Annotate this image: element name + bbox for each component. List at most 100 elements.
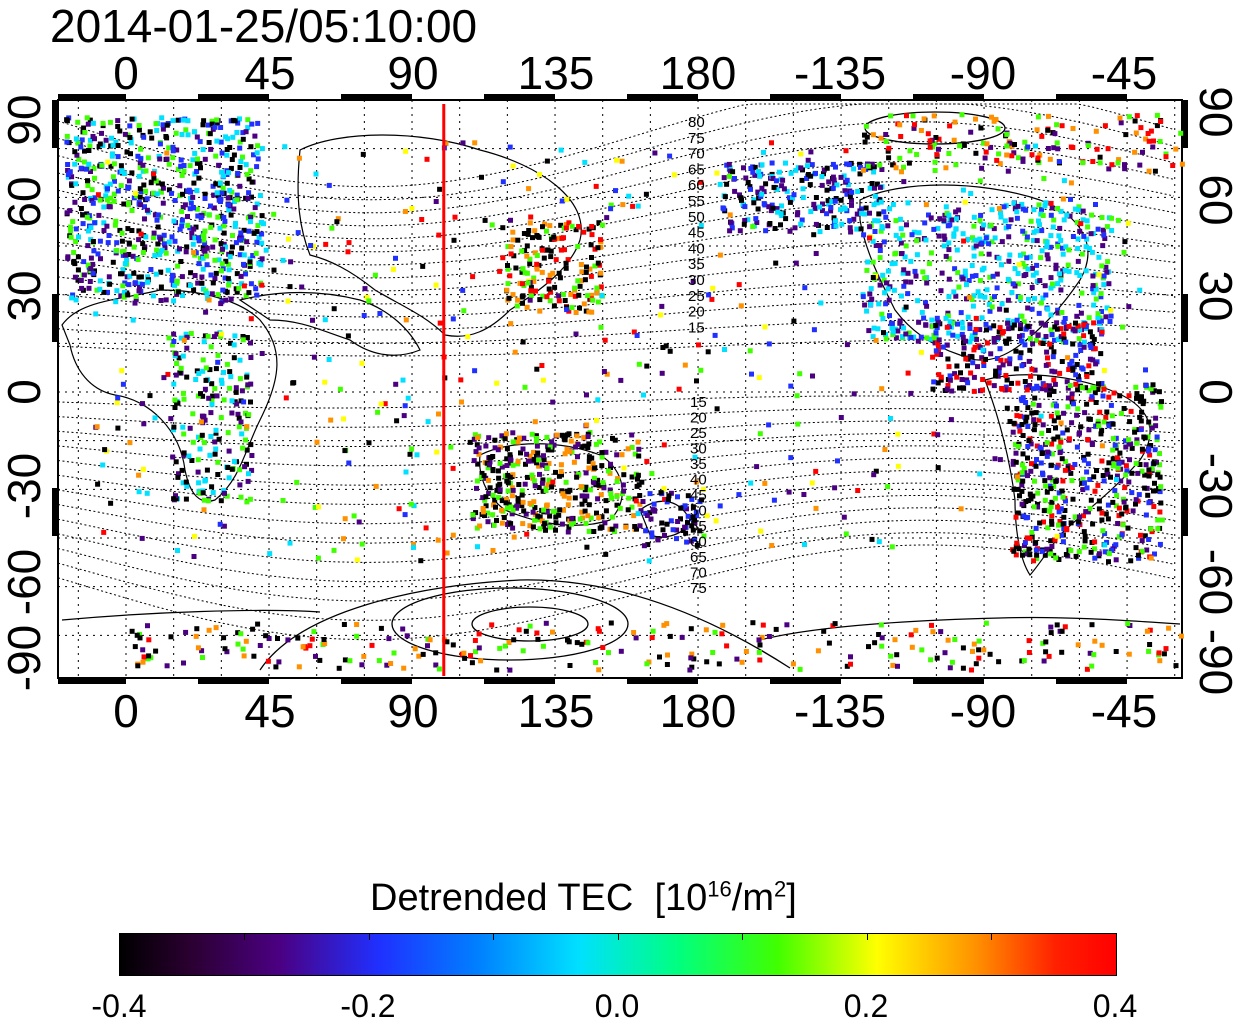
lon-tick-bottom: -45 bbox=[1090, 685, 1158, 737]
tec-point bbox=[504, 456, 510, 462]
tec-point bbox=[219, 190, 225, 196]
tec-point bbox=[1066, 436, 1072, 442]
tec-point bbox=[637, 523, 643, 529]
tec-point bbox=[1123, 438, 1128, 444]
tec-point bbox=[877, 255, 883, 261]
tec-point bbox=[90, 270, 96, 276]
tec-point bbox=[204, 467, 210, 473]
tec-point bbox=[1048, 630, 1054, 636]
tec-point bbox=[199, 432, 205, 438]
tec-point bbox=[753, 216, 759, 222]
tec-point bbox=[988, 144, 994, 150]
lon-tick-top: 180 bbox=[659, 47, 737, 99]
tec-point bbox=[1006, 258, 1012, 264]
tec-point bbox=[1021, 465, 1027, 471]
tec-point bbox=[593, 660, 599, 665]
tec-point bbox=[1137, 162, 1143, 168]
tec-point bbox=[554, 509, 560, 515]
tec-point bbox=[249, 453, 255, 458]
tec-point bbox=[309, 636, 315, 642]
tec-point bbox=[534, 460, 540, 466]
tec-point bbox=[234, 289, 240, 295]
tec-point bbox=[1072, 462, 1078, 467]
tec-point bbox=[181, 450, 187, 456]
tec-point bbox=[766, 634, 772, 639]
tec-point bbox=[510, 237, 516, 243]
tec-point bbox=[589, 232, 595, 238]
tec-point bbox=[145, 656, 151, 662]
tec-point bbox=[1099, 329, 1105, 335]
tec-point bbox=[377, 311, 383, 316]
tec-point bbox=[692, 536, 698, 542]
tec-point bbox=[1101, 368, 1107, 373]
tec-point bbox=[586, 441, 592, 447]
tec-point bbox=[821, 167, 827, 173]
tec-point bbox=[967, 322, 973, 328]
tec-point bbox=[1138, 125, 1144, 131]
tec-point bbox=[170, 148, 176, 154]
tec-point bbox=[824, 165, 830, 171]
tec-point bbox=[532, 228, 538, 234]
tec-point bbox=[1037, 222, 1042, 228]
tec-point bbox=[1134, 395, 1139, 401]
tec-point bbox=[1065, 465, 1071, 471]
tec-point bbox=[226, 282, 232, 288]
tec-point bbox=[1099, 215, 1105, 220]
tec-point bbox=[841, 514, 847, 520]
colorbar-title: Detrended TEC [1016/m2] bbox=[370, 876, 797, 920]
tec-point bbox=[1079, 365, 1085, 371]
tec-point bbox=[1051, 388, 1057, 394]
tec-point bbox=[886, 155, 892, 161]
tec-point bbox=[137, 186, 143, 192]
tec-point bbox=[874, 200, 880, 206]
tec-point bbox=[817, 204, 823, 210]
tec-point bbox=[1115, 217, 1121, 223]
tec-point bbox=[218, 199, 223, 204]
tec-point bbox=[712, 629, 718, 635]
tec-point bbox=[911, 125, 917, 131]
tec-point bbox=[393, 381, 399, 387]
tec-point bbox=[583, 521, 589, 526]
tec-point bbox=[1034, 443, 1040, 449]
tec-point bbox=[1093, 202, 1098, 207]
tec-point bbox=[876, 539, 882, 545]
tec-point bbox=[199, 280, 205, 286]
tec-point bbox=[881, 239, 887, 245]
tec-point bbox=[1069, 420, 1075, 426]
tec-point bbox=[1108, 307, 1113, 313]
tec-point bbox=[185, 132, 191, 138]
tec-point bbox=[214, 331, 220, 337]
tec-point bbox=[1054, 410, 1060, 416]
tec-point bbox=[1123, 463, 1129, 469]
tec-point bbox=[545, 447, 551, 453]
tec-point bbox=[547, 223, 553, 229]
tec-point bbox=[633, 498, 639, 504]
tec-point bbox=[1016, 262, 1022, 268]
tec-point bbox=[736, 282, 742, 288]
tec-point bbox=[949, 388, 955, 394]
tec-point bbox=[505, 263, 510, 268]
tec-point bbox=[1039, 386, 1045, 392]
tec-point bbox=[1102, 531, 1108, 537]
tec-point bbox=[993, 368, 999, 374]
tec-point bbox=[1027, 535, 1033, 541]
tec-point bbox=[1051, 349, 1057, 355]
tec-point bbox=[887, 206, 893, 212]
tec-point bbox=[1056, 509, 1062, 515]
tec-point bbox=[1020, 451, 1026, 457]
tec-point bbox=[762, 324, 768, 330]
tec-point bbox=[125, 185, 131, 191]
tec-point bbox=[941, 243, 947, 249]
contour-label: 35 bbox=[690, 456, 707, 473]
tec-point bbox=[998, 210, 1003, 216]
tec-point bbox=[89, 187, 95, 193]
tec-point bbox=[1154, 112, 1160, 118]
tec-point bbox=[199, 648, 205, 654]
tec-point bbox=[247, 496, 253, 502]
tec-point bbox=[830, 185, 836, 191]
tec-point bbox=[700, 487, 706, 492]
tec-point bbox=[1021, 513, 1027, 519]
tec-point bbox=[1097, 409, 1103, 415]
tec-point bbox=[87, 279, 93, 284]
tec-point bbox=[633, 635, 639, 641]
